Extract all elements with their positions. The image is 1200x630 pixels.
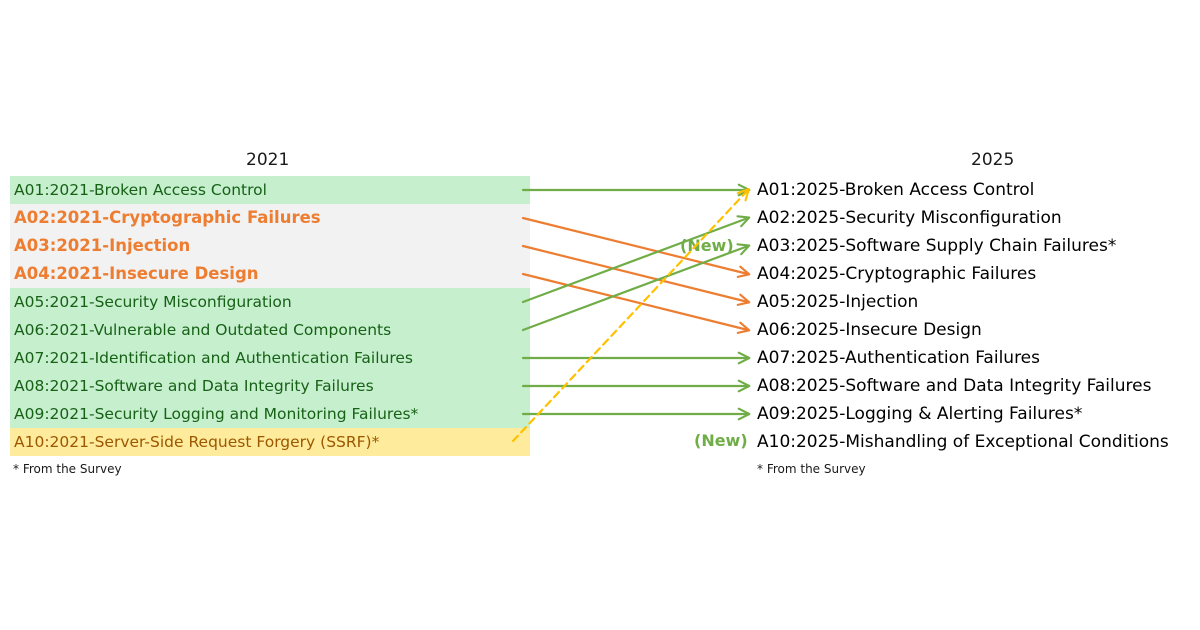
left-item-a04: A04:2021-Insecure Design: [10, 260, 530, 288]
right-item-a05: A05:2025-Injection: [757, 292, 919, 312]
left-item-a07: A07:2021-Identification and Authenticati…: [10, 344, 530, 372]
right-item-a08: A08:2025-Software and Data Integrity Fai…: [757, 376, 1152, 396]
right-item-a10: A10:2025-Mishandling of Exceptional Cond…: [757, 432, 1169, 452]
right-item-a03: A03:2025-Software Supply Chain Failures*: [757, 236, 1117, 256]
header-2021: 2021: [246, 150, 290, 170]
left-item-a02: A02:2021-Cryptographic Failures: [10, 204, 530, 232]
left-item-a05: A05:2021-Security Misconfiguration: [10, 288, 530, 316]
left-item-a09: A09:2021-Security Logging and Monitoring…: [10, 400, 530, 428]
left-item-a01: A01:2021-Broken Access Control: [10, 176, 530, 204]
left-item-a03: A03:2021-Injection: [10, 232, 530, 260]
arrow-a10-to-a01: [511, 187, 750, 443]
header-2025: 2025: [971, 150, 1015, 170]
list-2025: A01:2025-Broken Access Control A02:2025-…: [757, 176, 1197, 456]
left-item-a08: A08:2021-Software and Data Integrity Fai…: [10, 372, 530, 400]
right-item-a09: A09:2025-Logging & Alerting Failures*: [757, 404, 1083, 424]
right-item-a06: A06:2025-Insecure Design: [757, 320, 982, 340]
right-item-a02: A02:2025-Security Misconfiguration: [757, 208, 1062, 228]
arrow-a05-to-a02: [521, 215, 751, 304]
new-tag-a10: (New): [694, 431, 748, 450]
new-tag-a03: (New): [680, 236, 734, 255]
right-item-a01: A01:2025-Broken Access Control: [757, 180, 1035, 200]
arrow-a04-to-a06: [521, 272, 751, 334]
left-item-a06: A06:2021-Vulnerable and Outdated Compone…: [10, 316, 530, 344]
footnote-right: * From the Survey: [757, 462, 866, 476]
footnote-left: * From the Survey: [13, 462, 122, 476]
right-item-a04: A04:2025-Cryptographic Failures: [757, 264, 1037, 284]
left-item-a10: A10:2021-Server-Side Request Forgery (SS…: [10, 428, 530, 456]
right-item-a07: A07:2025-Authentication Failures: [757, 348, 1040, 368]
list-2021: A01:2021-Broken Access Control A02:2021-…: [10, 176, 530, 456]
